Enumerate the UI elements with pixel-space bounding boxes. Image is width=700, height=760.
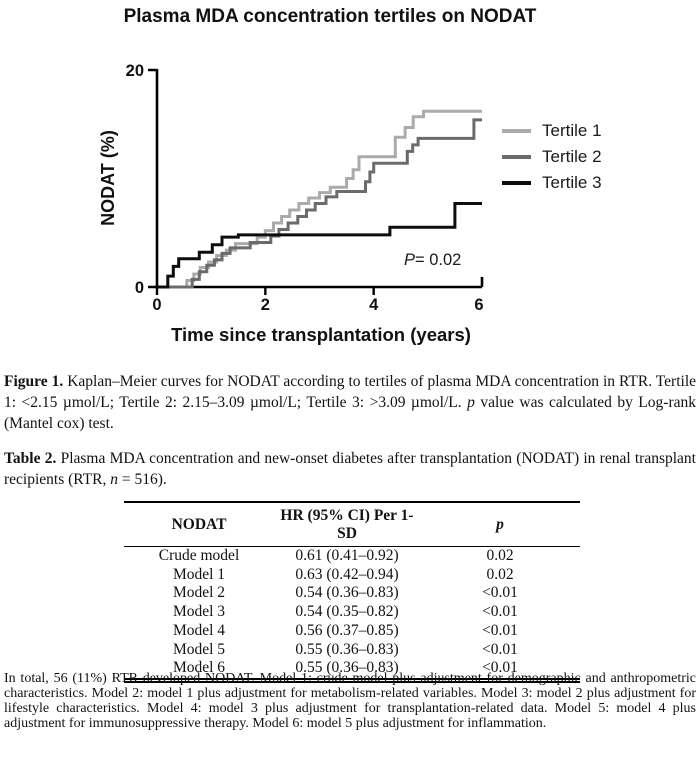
- table-cell: Model 4: [172, 621, 226, 639]
- text-segment: p: [467, 394, 475, 411]
- table-header-row: NODAT HR (95% CI) Per 1-SD p: [124, 502, 580, 547]
- legend-line-swatch: [502, 129, 531, 133]
- table-cell: <0.01: [482, 640, 518, 658]
- text-segment: HR (95% CI) Per 1-SD: [280, 507, 414, 542]
- header-nodat: NODAT: [124, 502, 274, 547]
- table-cell: 0.02: [486, 547, 514, 564]
- legend-line-swatch: [502, 181, 531, 185]
- legend-item: Tertile 1: [502, 118, 602, 144]
- results-table: NODAT HR (95% CI) Per 1-SD p Crude model…: [124, 501, 580, 683]
- table-cell: <0.01: [482, 621, 518, 639]
- text-segment: Figure 1.: [4, 373, 68, 390]
- legend-label: Tertile 1: [542, 121, 602, 140]
- table-cell: 0.54 (0.35–0.82): [295, 603, 399, 621]
- table-cell: Model 1: [172, 565, 226, 583]
- table-row: Model 6 0.55 (0.36–0.83) <0.01: [124, 659, 580, 680]
- text-segment: In total, 56 (11%) RTR developed NODAT. …: [4, 671, 696, 731]
- text-segment: = 516).: [118, 471, 167, 488]
- curve-tertile-3: [157, 202, 482, 289]
- km-plot: 0 20 0 2 4 6 NODAT (%) Time since transplantati…: [98, 62, 484, 345]
- p-value-text: = 0.02: [415, 251, 462, 269]
- text-segment: Table 2.: [4, 450, 61, 467]
- legend-item: Tertile 3: [502, 170, 602, 196]
- table-cell: 0.61 (0.41–0.92): [295, 547, 399, 564]
- header-p: p: [420, 502, 580, 547]
- x-axis-title: Time since transplantation (years): [171, 324, 471, 345]
- table-cell: Model 5: [172, 640, 226, 658]
- p-value-symbol: P: [404, 251, 416, 269]
- header-hr: HR (95% CI) Per 1-SD: [274, 502, 420, 547]
- table-row: Model 4 0.56 (0.37–0.85) <0.01: [124, 622, 580, 641]
- table-cell: 0.63 (0.42–0.94): [295, 565, 399, 583]
- table-row: Model 3 0.54 (0.35–0.82) <0.01: [124, 603, 580, 622]
- chart-title: Plasma MDA concentration tertiles on NOD…: [123, 6, 537, 27]
- table-row: Model 5 0.55 (0.36–0.83) <0.01: [124, 641, 580, 660]
- legend-label: Tertile 3: [542, 173, 602, 192]
- table-cell: Model 6: [172, 659, 226, 677]
- x-tick-label: 6: [474, 296, 483, 314]
- table-cell: 0.56 (0.37–0.85): [295, 621, 399, 639]
- legend-label: Tertile 2: [542, 147, 602, 166]
- y-tick-label: 0: [135, 279, 144, 297]
- table-cell: 0.55 (0.36–0.83): [295, 659, 399, 677]
- table-cell: Model 2: [172, 584, 226, 602]
- text-segment: NODAT: [171, 516, 227, 533]
- legend-item: Tertile 2: [502, 144, 602, 170]
- table-cell: <0.01: [482, 659, 518, 677]
- text-segment: n: [110, 471, 119, 488]
- table-cell: 0.55 (0.36–0.83): [295, 640, 399, 658]
- y-axis: [148, 68, 159, 289]
- table-cell: <0.01: [482, 603, 518, 621]
- table-cell: 0.54 (0.36–0.83): [295, 584, 399, 602]
- table-cell: 0.02: [486, 565, 514, 583]
- curve-tertile-1: [157, 109, 482, 289]
- y-tick-label: 20: [126, 62, 144, 80]
- text-segment: Kaplan–Meier curves for NODAT according …: [4, 373, 697, 411]
- table-row: Model 1 0.63 (0.42–0.94) 0.02: [124, 566, 580, 585]
- text-segment: value was calculated by Log-rank (Mantel…: [4, 394, 696, 432]
- table-footnote: In total, 56 (11%) RTR developed NODAT. …: [4, 671, 696, 732]
- table-cell: Crude model: [158, 547, 240, 564]
- table-cell: <0.01: [482, 584, 518, 602]
- x-tick-label: 0: [152, 296, 161, 314]
- chart-legend: Tertile 1 Tertile 2 Tertile 3: [502, 118, 602, 196]
- figure-caption: Figure 1. Kaplan–Meier curves for NODAT …: [4, 371, 696, 434]
- table-row: Model 2 0.54 (0.36–0.83) <0.01: [124, 584, 580, 603]
- x-tick-label: 4: [369, 296, 379, 314]
- table-row: Crude model 0.61 (0.41–0.92) 0.02: [124, 547, 580, 566]
- y-axis-title: NODAT (%): [98, 130, 118, 226]
- table-cell: Model 3: [172, 603, 226, 621]
- p-value-annotation: P= 0.02: [404, 251, 504, 270]
- text-segment: p: [496, 516, 504, 533]
- curve-tertile-2: [157, 118, 482, 289]
- text-segment: Plasma MDA concentration and new-onset d…: [4, 450, 696, 488]
- x-tick-label: 2: [261, 296, 270, 314]
- table-caption: Table 2. Plasma MDA concentration and ne…: [4, 448, 696, 490]
- x-axis: [155, 277, 484, 289]
- legend-line-swatch: [502, 155, 531, 159]
